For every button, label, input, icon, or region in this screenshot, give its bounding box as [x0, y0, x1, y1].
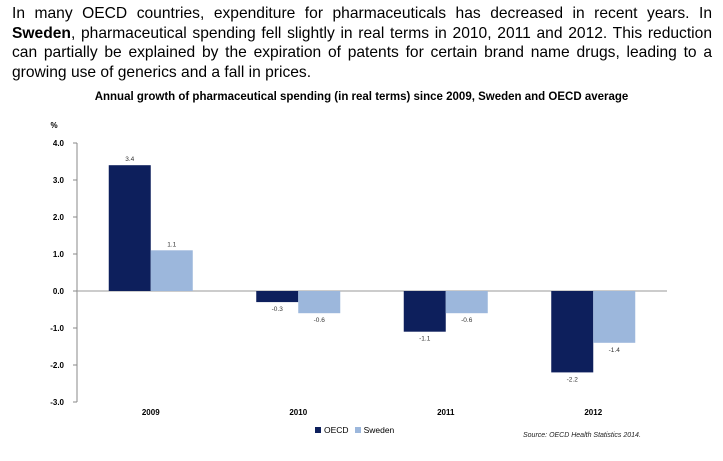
bar-sweden-2010 — [298, 291, 341, 314]
intro-text-start: In many OECD countries, expenditure for … — [12, 5, 712, 22]
intro-bold-sweden: Sweden — [12, 24, 71, 42]
legend-label-oecd: OECD — [324, 425, 349, 435]
y-axis-unit-label: % — [50, 121, 57, 130]
y-tick-label: 2.0 — [53, 213, 65, 222]
x-category-label: 2009 — [142, 408, 160, 417]
legend-item-sweden: Sweden — [354, 425, 395, 435]
bar-sweden-2009 — [150, 250, 193, 291]
x-category-label: 2012 — [584, 408, 602, 417]
data-label-sweden-2010: -0.6 — [314, 317, 326, 324]
chart-title: Annual growth of pharmaceutical spending… — [94, 91, 629, 103]
legend-label-sweden: Sweden — [363, 425, 395, 435]
bar-oecd-2012 — [551, 291, 594, 373]
legend-swatch-oecd — [315, 427, 321, 433]
y-tick-label: 1.0 — [53, 250, 65, 259]
x-category-label: 2010 — [289, 408, 307, 417]
legend-item-oecd: OECD — [315, 425, 349, 435]
y-tick-label: -2.0 — [50, 361, 64, 370]
x-category-label: 2011 — [437, 408, 455, 417]
legend-swatch-sweden — [354, 427, 361, 433]
bar-sweden-2012 — [593, 291, 636, 343]
data-label-sweden-2009: 1.1 — [167, 241, 176, 248]
data-label-oecd-2009: 3.4 — [125, 156, 134, 163]
y-tick-label: 3.0 — [53, 176, 65, 185]
intro-text-end: , pharmaceutical spending fell slightly … — [12, 24, 712, 81]
y-tick-label: 4.0 — [53, 139, 65, 148]
bar-oecd-2011 — [403, 291, 446, 332]
bar-sweden-2011 — [445, 291, 488, 314]
y-tick-label: -3.0 — [50, 398, 64, 407]
chart-legend: OECD Sweden — [315, 425, 400, 435]
data-label-oecd-2011: -1.1 — [419, 336, 431, 343]
bar-oecd-2010 — [256, 291, 299, 303]
data-label-oecd-2010: -0.3 — [272, 306, 284, 313]
y-tick-label: 0.0 — [53, 287, 65, 296]
y-tick-label: -1.0 — [50, 324, 64, 333]
bar-oecd-2009 — [108, 165, 151, 291]
source-note: Source: OECD Health Statistics 2014. — [523, 432, 641, 439]
intro-paragraph: In many OECD countries, expenditure for … — [12, 4, 712, 82]
data-label-sweden-2011: -0.6 — [461, 317, 473, 324]
data-label-sweden-2012: -1.4 — [609, 347, 621, 354]
data-label-oecd-2012: -2.2 — [567, 376, 579, 383]
